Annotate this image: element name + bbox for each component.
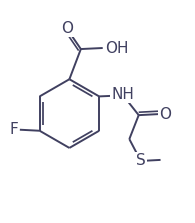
Text: F: F (9, 122, 18, 137)
Text: NH: NH (112, 87, 135, 102)
Text: OH: OH (105, 41, 128, 56)
Text: S: S (136, 153, 146, 168)
Text: O: O (160, 107, 172, 122)
Text: O: O (61, 21, 73, 36)
